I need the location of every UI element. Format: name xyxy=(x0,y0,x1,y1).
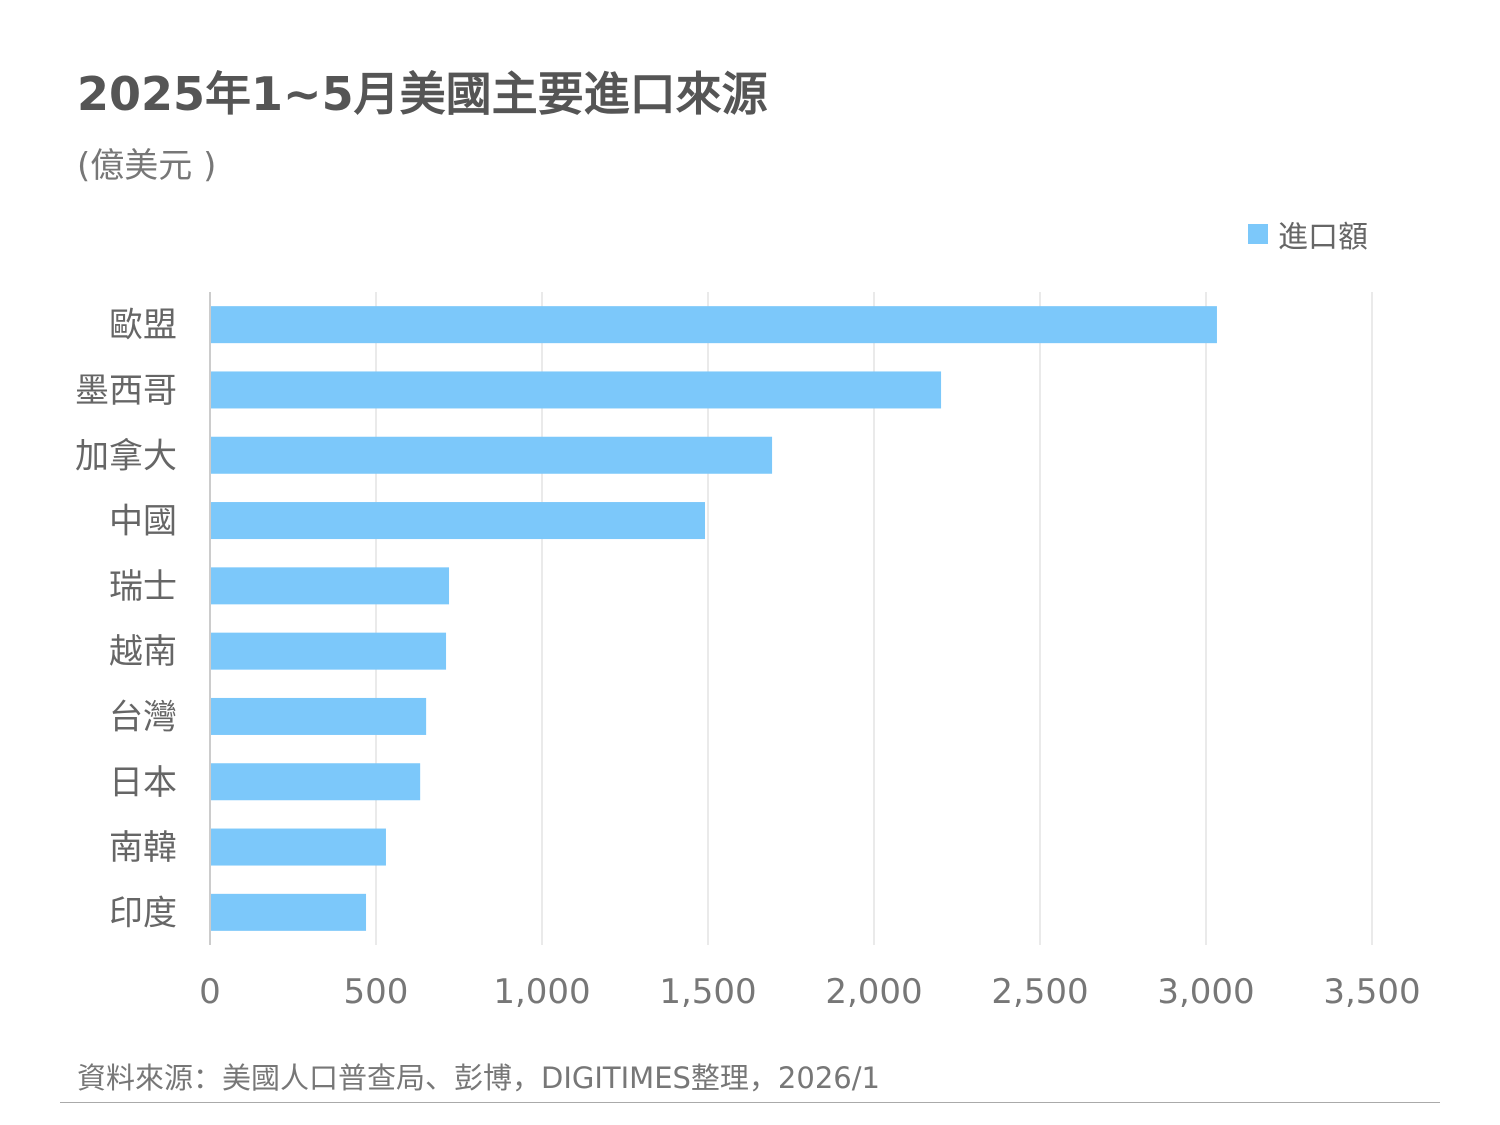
category-label: 台灣 xyxy=(109,697,177,737)
category-label: 加拿大 xyxy=(75,436,177,476)
x-tick-label: 500 xyxy=(344,972,409,1012)
category-label: 越南 xyxy=(109,632,177,672)
bar xyxy=(211,567,450,605)
x-tick-label: 1,500 xyxy=(659,972,756,1012)
x-tick-label: 1,000 xyxy=(493,972,590,1012)
bar xyxy=(211,371,942,409)
legend-label: 進口額 xyxy=(1278,220,1368,255)
bar xyxy=(211,502,706,540)
bar xyxy=(211,697,427,735)
bar xyxy=(211,436,773,474)
bar xyxy=(211,632,447,670)
category-label: 中國 xyxy=(109,502,177,542)
legend-swatch xyxy=(1248,224,1268,244)
x-tick-label: 0 xyxy=(199,972,221,1012)
category-label: 瑞士 xyxy=(109,567,177,607)
source-note: 資料來源：美國人口普查局、彭博，DIGITIMES整理，2026/1 xyxy=(77,1061,880,1095)
bar xyxy=(211,306,1217,344)
bar xyxy=(211,828,386,866)
category-label: 日本 xyxy=(109,763,177,803)
category-label: 歐盟 xyxy=(109,306,177,346)
chart-title: 2025年1~5月美國主要進口來源 xyxy=(77,67,768,121)
bar xyxy=(211,763,421,801)
bar xyxy=(211,893,367,931)
category-label: 南韓 xyxy=(109,828,177,868)
bottom-rule xyxy=(60,1102,1440,1103)
x-tick-label: 3,000 xyxy=(1157,972,1254,1012)
x-tick-label: 3,500 xyxy=(1323,972,1420,1012)
x-tick-label: 2,500 xyxy=(991,972,1088,1012)
category-label: 墨西哥 xyxy=(75,371,177,411)
x-tick-label: 2,000 xyxy=(825,972,922,1012)
chart-unit: (億美元 ) xyxy=(77,146,217,186)
category-label: 印度 xyxy=(109,893,177,933)
legend: 進口額 xyxy=(1248,212,1368,256)
